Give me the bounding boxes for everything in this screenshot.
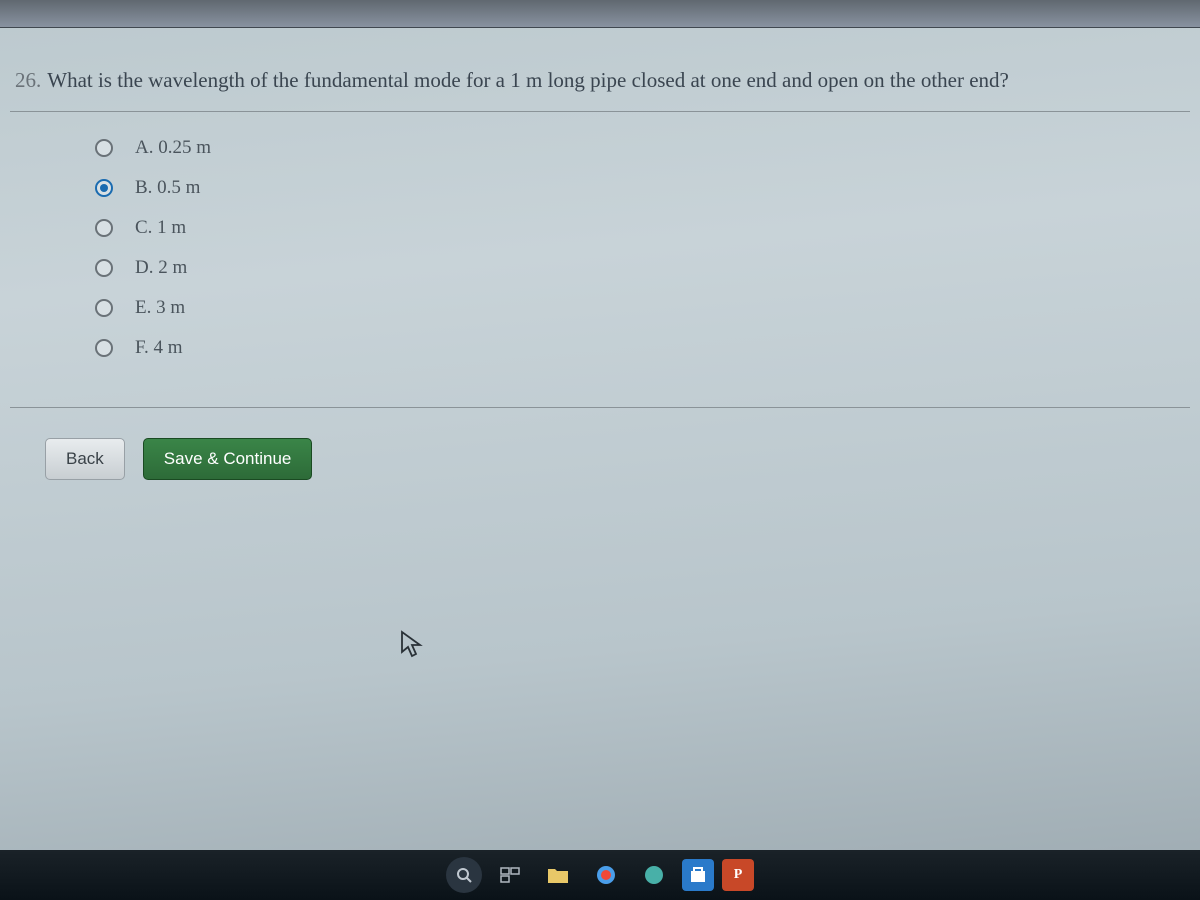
question-text: 26.What is the wavelength of the fundame…: [10, 50, 1190, 112]
radio-a[interactable]: [95, 139, 113, 157]
question-area: 26.What is the wavelength of the fundame…: [0, 50, 1200, 480]
powerpoint-icon[interactable]: P: [722, 859, 754, 891]
radio-d[interactable]: [95, 259, 113, 277]
option-label-a: A. 0.25 m: [135, 137, 211, 159]
task-view-icon[interactable]: [490, 855, 530, 895]
option-label-f: F. 4 m: [135, 337, 183, 359]
file-explorer-icon[interactable]: [538, 855, 578, 895]
back-button[interactable]: Back: [45, 438, 125, 480]
option-c[interactable]: C. 1 m: [95, 217, 1190, 239]
browser-icon[interactable]: [586, 855, 626, 895]
option-label-b: B. 0.5 m: [135, 177, 200, 199]
store-icon[interactable]: [682, 859, 714, 891]
option-f[interactable]: F. 4 m: [95, 337, 1190, 359]
radio-c[interactable]: [95, 219, 113, 237]
question-body: What is the wavelength of the fundamenta…: [47, 68, 1009, 92]
taskbar[interactable]: P: [0, 850, 1200, 900]
question-number: 26.: [15, 68, 41, 92]
radio-f[interactable]: [95, 339, 113, 357]
edge-icon[interactable]: [634, 855, 674, 895]
window-top-border: [0, 0, 1200, 28]
options-container: A. 0.25 m B. 0.5 m C. 1 m D. 2 m E. 3 m …: [10, 112, 1190, 408]
buttons-row: Back Save & Continue: [10, 408, 1190, 480]
option-b[interactable]: B. 0.5 m: [95, 177, 1190, 199]
radio-e[interactable]: [95, 299, 113, 317]
save-continue-button[interactable]: Save & Continue: [143, 438, 313, 480]
option-e[interactable]: E. 3 m: [95, 297, 1190, 319]
search-icon[interactable]: [446, 857, 482, 893]
option-label-d: D. 2 m: [135, 257, 187, 279]
option-a[interactable]: A. 0.25 m: [95, 137, 1190, 159]
option-d[interactable]: D. 2 m: [95, 257, 1190, 279]
radio-b[interactable]: [95, 179, 113, 197]
option-label-e: E. 3 m: [135, 297, 185, 319]
option-label-c: C. 1 m: [135, 217, 186, 239]
quiz-screen: 26.What is the wavelength of the fundame…: [0, 0, 1200, 900]
